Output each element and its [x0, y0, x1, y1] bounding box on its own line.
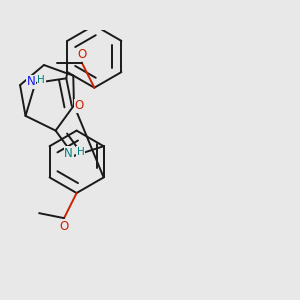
Text: H: H	[38, 75, 45, 85]
Text: H: H	[77, 147, 85, 157]
Text: O: O	[77, 48, 86, 61]
Text: O: O	[59, 220, 69, 233]
Text: N: N	[64, 147, 73, 160]
Text: N: N	[27, 75, 35, 88]
Text: O: O	[74, 99, 84, 112]
